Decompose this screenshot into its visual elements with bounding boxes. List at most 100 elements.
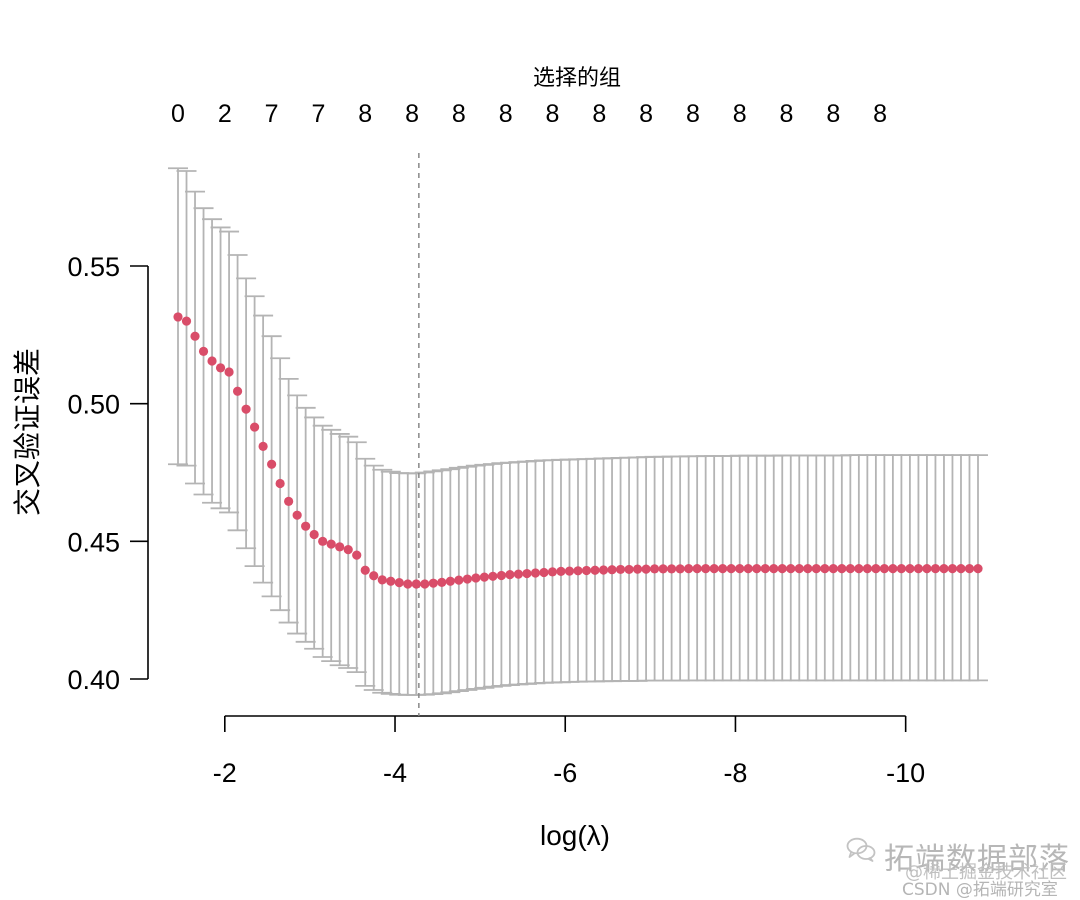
- cv-error-point: [692, 563, 702, 574]
- cv-error-point: [556, 566, 566, 576]
- cv-error-point: [258, 441, 268, 451]
- cv-error-point: [547, 567, 558, 577]
- y-tick-label: 0.45: [67, 527, 120, 557]
- cv-error-point: [973, 563, 983, 574]
- cv-error-point: [607, 565, 617, 575]
- selected-group-count-label: 2: [218, 100, 232, 128]
- cv-error-point: [888, 563, 898, 574]
- cv-error-point: [930, 563, 941, 574]
- cv-error-point: [479, 572, 489, 582]
- cv-error-point: [267, 459, 277, 469]
- cv-error-point: [207, 356, 217, 366]
- cv-error-point: [632, 564, 643, 574]
- cv-error-point: [658, 564, 668, 574]
- cv-error-point: [820, 563, 830, 574]
- cv-error-point: [173, 312, 183, 322]
- selected-group-count-label: 8: [405, 100, 419, 128]
- cv-error-point: [862, 563, 872, 574]
- cv-error-point: [505, 570, 515, 580]
- cv-error-point: [454, 575, 464, 585]
- cv-error-point: [445, 576, 455, 586]
- cv-error-point: [675, 564, 685, 574]
- cv-error-point: [249, 422, 260, 432]
- cv-error-point: [939, 563, 949, 574]
- cv-error-point: [854, 563, 864, 574]
- cv-error-point: [649, 564, 660, 574]
- cv-error-point: [573, 566, 583, 576]
- cv-error-point: [964, 563, 975, 574]
- x-tick-label: -2: [213, 758, 237, 788]
- cv-error-point: [488, 571, 498, 581]
- cv-error-point: [913, 563, 924, 574]
- cv-error-point: [343, 544, 353, 555]
- cv-error-point: [403, 579, 413, 589]
- cv-error-point: [386, 576, 396, 586]
- cv-error-point: [437, 577, 447, 587]
- cv-error-point: [905, 563, 915, 574]
- wechat-icon: [846, 837, 876, 863]
- cv-error-point: [335, 542, 345, 552]
- cv-error-point: [947, 563, 958, 574]
- watermark-source: CSDN @拓端研究室: [902, 880, 1058, 900]
- cv-error-point: [726, 563, 736, 574]
- cv-error-point: [530, 568, 541, 578]
- cv-error-point: [181, 316, 192, 326]
- error-bar-layer: [168, 167, 988, 696]
- x-tick-label: -10: [886, 758, 925, 788]
- cv-error-point: [496, 570, 507, 581]
- cv-error-point: [428, 578, 438, 588]
- cv-error-point: [352, 550, 362, 560]
- y-tick-label: 0.50: [67, 390, 120, 420]
- cv-error-point: [752, 563, 762, 574]
- cv-error-point: [760, 563, 770, 574]
- cv-error-point: [411, 579, 421, 589]
- x-axis-title: log(λ): [540, 820, 610, 851]
- cv-error-point: [318, 536, 328, 546]
- cv-error-point: [539, 567, 549, 578]
- selected-group-count-label: 8: [499, 100, 513, 128]
- axes-layer: [130, 265, 907, 732]
- cv-error-point: [394, 578, 404, 588]
- label-layer: 0.40 0.45 0.50 0.55 -2 -4 -6 -8 -10 0 2 7 7 8 8 8 8 8 8 8 8 8…: [12, 65, 925, 851]
- cv-error-point: [735, 563, 745, 574]
- selected-group-count-label: 8: [452, 100, 466, 128]
- cv-error-point: [581, 565, 592, 576]
- cv-error-point: [513, 569, 524, 579]
- cv-error-point: [232, 386, 243, 396]
- cv-error-point: [326, 539, 336, 549]
- x-tick-label: -8: [723, 758, 747, 788]
- cv-error-point: [590, 565, 600, 575]
- cv-error-point: [564, 566, 575, 576]
- selected-group-count-label: 0: [171, 100, 185, 128]
- cv-error-point: [462, 574, 472, 584]
- selected-group-count-label: 8: [546, 100, 560, 128]
- cv-error-point: [828, 563, 838, 574]
- cv-error-point: [777, 563, 787, 574]
- selected-group-count-label: 7: [311, 100, 325, 128]
- cv-error-point: [624, 564, 634, 575]
- cv-error-point: [190, 331, 200, 341]
- cv-error-point: [275, 478, 285, 489]
- selected-group-count-label: 7: [265, 100, 279, 128]
- selected-group-count-label: 8: [592, 100, 606, 128]
- cv-error-point: [198, 346, 209, 356]
- cv-error-point: [598, 565, 609, 575]
- top-axis-title: 选择的组: [533, 65, 621, 90]
- cv-error-point: [522, 568, 532, 579]
- watermark-sub-brand: @稀土掘金技术社区: [905, 862, 1067, 883]
- selected-group-count-label: 8: [733, 100, 747, 128]
- cv-error-point: [837, 563, 847, 574]
- selected-group-count-label: 8: [873, 100, 887, 128]
- cv-error-point: [667, 564, 677, 574]
- cv-error-point: [615, 564, 626, 575]
- cv-error-point: [309, 529, 319, 540]
- cv-error-point: [420, 579, 430, 589]
- cv-error-point: [769, 563, 779, 574]
- x-tick-label: -6: [553, 758, 577, 788]
- selected-group-count-label: 8: [358, 100, 372, 128]
- cv-error-point: [471, 573, 481, 583]
- cv-error-point: [811, 563, 821, 574]
- cv-error-point: [641, 564, 651, 574]
- cv-error-point: [871, 563, 881, 574]
